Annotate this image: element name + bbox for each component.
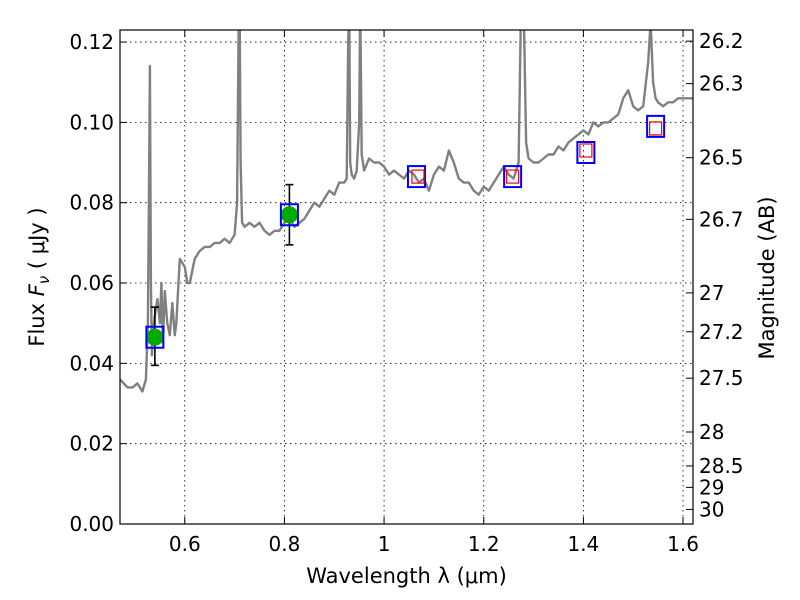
x-tick-label: 1.2 — [468, 532, 500, 556]
model-spectrum-line — [120, 30, 693, 393]
model-band-marker — [145, 325, 165, 349]
x-tick-label: 0.8 — [269, 532, 301, 556]
x-tick-label: 1 — [378, 532, 391, 556]
x-tick-label: 1.4 — [567, 532, 599, 556]
y2-tick-label: 29 — [699, 475, 724, 499]
x-tick-label: 1.6 — [667, 532, 699, 556]
upper-band-marker — [579, 143, 593, 158]
y-axis-label-unit: ( μJy ) — [25, 207, 49, 275]
y-tick-label: 0.00 — [69, 512, 114, 536]
photometry-point — [146, 328, 164, 346]
ticks — [120, 30, 693, 525]
plot-area-frame — [119, 29, 694, 525]
tick-labels: 0.6 0.8 1 1.2 1.4 1.6 0.00 0.02 0.04 0.06 0.08 0.10… — [69, 29, 743, 556]
upper-band-marker — [506, 169, 520, 184]
y-axis-label-symbol: F — [25, 283, 49, 296]
y-tick-label: 0.12 — [69, 30, 114, 54]
model-band-marker — [503, 165, 523, 189]
y-tick-label: 0.02 — [69, 432, 114, 456]
y2-tick-label: 28 — [699, 420, 724, 444]
y-axis-label-subscript: ν — [35, 276, 53, 284]
y2-tick-label: 26.3 — [699, 72, 744, 96]
model-band-marker — [576, 140, 596, 164]
x-axis-label: Wavelength λ (μm) — [306, 564, 507, 588]
model-band-marker — [646, 114, 666, 138]
grid — [120, 30, 693, 524]
y-axis-label-prefix: Flux — [25, 296, 49, 346]
y2-tick-label: 28.5 — [699, 454, 744, 478]
y-tick-label: 0.10 — [69, 110, 114, 134]
y2-tick-label: 27 — [699, 281, 724, 305]
upper-band-marker — [649, 121, 663, 136]
y2-tick-label: 26.2 — [699, 29, 744, 53]
y2-tick-label: 27.2 — [699, 320, 744, 344]
y-tick-label: 0.08 — [69, 191, 114, 215]
y2-tick-label: 27.5 — [699, 366, 744, 390]
y-axis-label: Flux Fν ( μJy ) — [25, 207, 53, 346]
series-layer — [120, 30, 693, 393]
photometry-point — [280, 206, 298, 224]
y-tick-label: 0.06 — [69, 271, 114, 295]
y2-tick-label: 26.7 — [699, 207, 744, 231]
y2-tick-label: 30 — [699, 497, 724, 521]
model-band-marker — [279, 203, 299, 227]
y2-tick-label: 26.5 — [699, 146, 744, 170]
y-tick-label: 0.04 — [69, 351, 114, 375]
x-tick-label: 0.6 — [169, 532, 201, 556]
upper-band-marker — [411, 169, 425, 184]
model-band-marker — [406, 165, 426, 189]
y2-axis-label: Magnitude (AB) — [755, 196, 779, 359]
